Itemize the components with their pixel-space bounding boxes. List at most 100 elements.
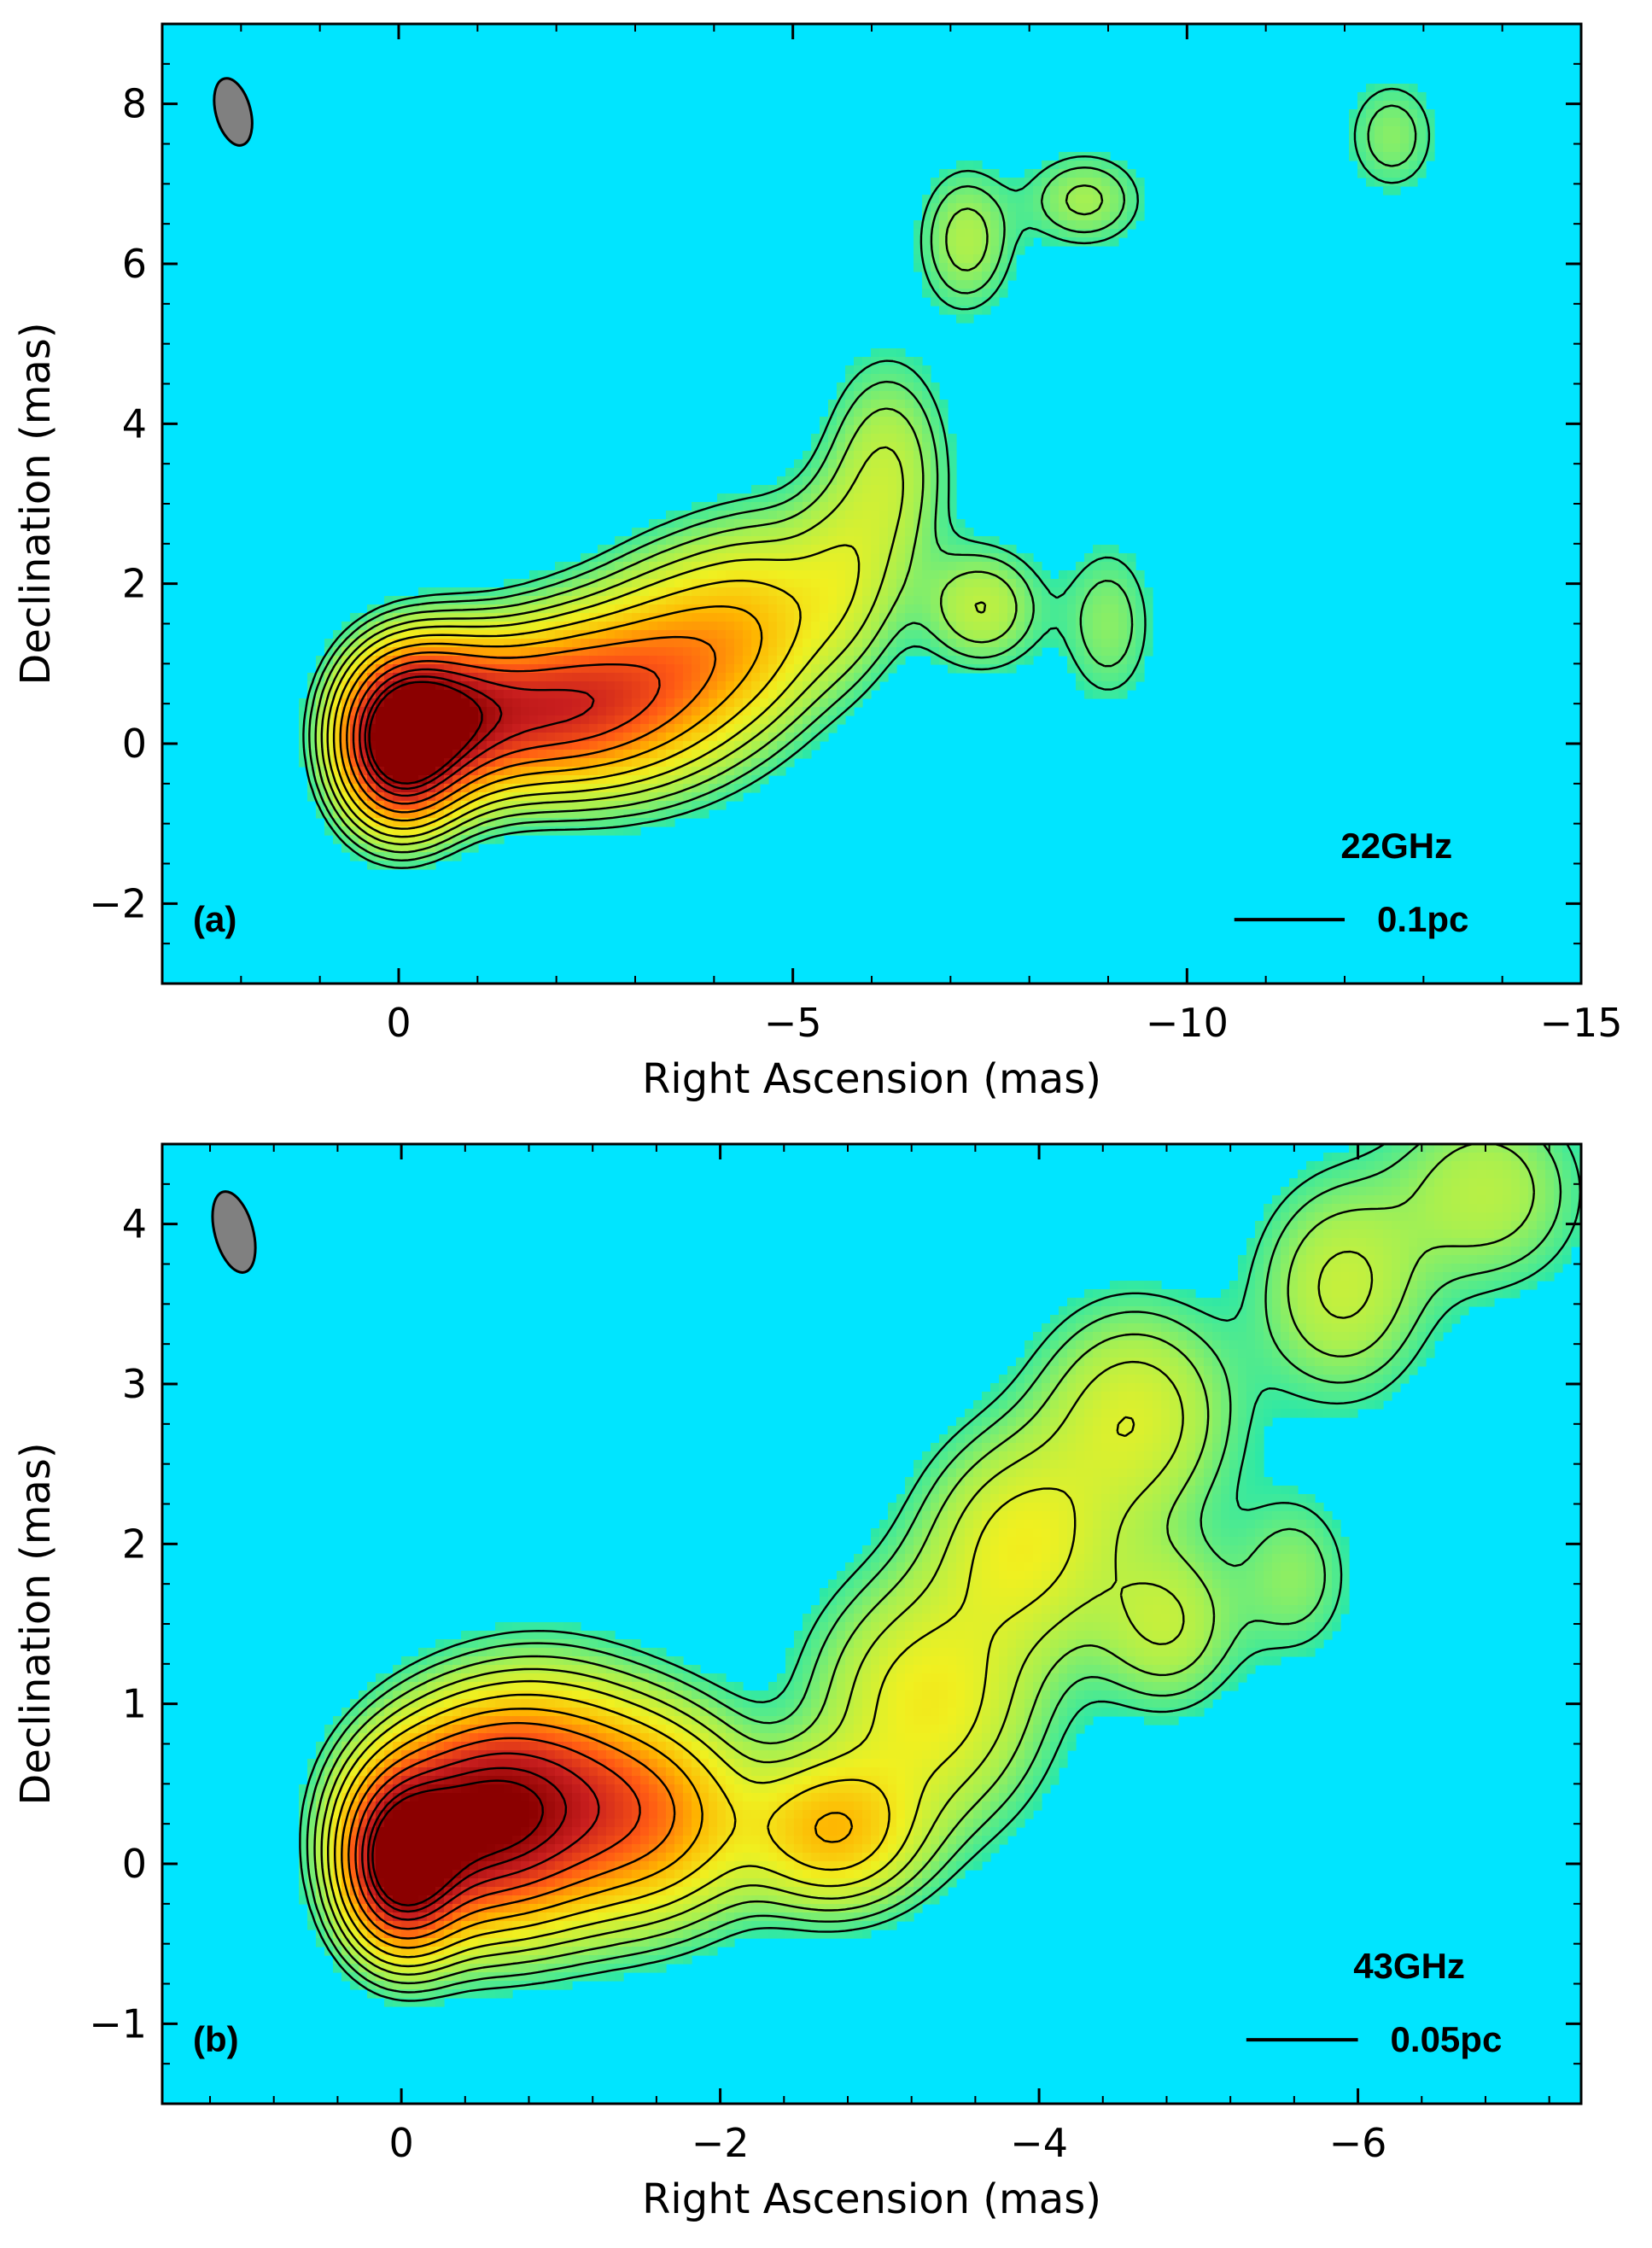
intensity-cell (1357, 109, 1367, 119)
intensity-cell (862, 374, 872, 383)
intensity-cell (1101, 630, 1111, 639)
intensity-cell (427, 758, 436, 768)
intensity-cell (922, 579, 931, 588)
intensity-cell (1434, 1247, 1444, 1256)
intensity-cell (1067, 587, 1077, 597)
intensity-cell (384, 801, 394, 810)
intensity-cell (598, 579, 607, 588)
intensity-cell (435, 852, 445, 861)
intensity-cell (1264, 1264, 1273, 1273)
intensity-cell (1272, 1349, 1281, 1358)
intensity-cell (401, 758, 411, 768)
intensity-cell (512, 715, 522, 725)
intensity-cell (914, 485, 923, 494)
intensity-cell (1349, 1195, 1358, 1205)
intensity-cell (1392, 186, 1401, 196)
intensity-cell (1135, 1306, 1145, 1316)
intensity-cell (1110, 1298, 1119, 1307)
intensity-cell (1281, 1400, 1290, 1410)
intensity-cell (905, 468, 914, 477)
intensity-cell (1187, 1417, 1196, 1427)
intensity-cell (785, 630, 795, 639)
intensity-cell (376, 724, 385, 733)
intensity-cell (1477, 1247, 1486, 1256)
intensity-cell (1323, 1272, 1333, 1282)
intensity-cell (615, 587, 624, 597)
intensity-cell (1298, 1358, 1307, 1367)
intensity-cell (785, 604, 795, 614)
intensity-cell (854, 374, 863, 383)
intensity-cell (726, 587, 735, 597)
intensity-cell (879, 656, 889, 665)
intensity-cell (410, 801, 419, 810)
intensity-cell (896, 485, 906, 494)
intensity-cell (1024, 613, 1034, 622)
intensity-cell (922, 511, 931, 520)
intensity-cell (1400, 1349, 1410, 1358)
intensity-cell (1033, 1358, 1042, 1367)
intensity-cell (1007, 630, 1017, 639)
intensity-cell (1451, 1306, 1461, 1316)
intensity-cell (1187, 1383, 1196, 1393)
intensity-cell (1170, 1323, 1179, 1333)
intensity-cell (811, 622, 820, 631)
intensity-cell (341, 622, 351, 631)
intensity-cell (563, 664, 573, 674)
intensity-cell (1042, 186, 1051, 196)
intensity-cell (1144, 604, 1153, 614)
intensity-cell (640, 792, 650, 802)
intensity-cell (734, 715, 744, 725)
intensity-cell (461, 784, 470, 793)
intensity-cell (1409, 1178, 1418, 1188)
intensity-cell (1383, 92, 1392, 102)
intensity-cell (1494, 1144, 1503, 1153)
intensity-cell (1486, 1178, 1495, 1188)
intensity-cell (922, 263, 931, 272)
intensity-cell (1323, 1358, 1333, 1367)
intensity-cell (512, 784, 522, 793)
intensity-cell (1144, 639, 1153, 648)
intensity-cell (1221, 1383, 1230, 1393)
intensity-cell (444, 673, 453, 682)
intensity-cell (914, 579, 923, 588)
intensity-cell (1118, 1392, 1128, 1401)
intensity-cell (1264, 1409, 1273, 1418)
intensity-cell (666, 690, 675, 699)
intensity-cell (879, 459, 889, 469)
intensity-cell (452, 681, 462, 691)
intensity-cell (1281, 1315, 1290, 1324)
intensity-cell (1170, 1332, 1179, 1341)
intensity-cell (1264, 1400, 1273, 1410)
intensity-cell (1392, 1178, 1401, 1188)
intensity-cell (914, 237, 923, 247)
intensity-cell (896, 596, 906, 605)
intensity-cell (1127, 1366, 1136, 1375)
intensity-cell (1059, 1392, 1068, 1401)
intensity-cell (1059, 1349, 1068, 1358)
intensity-cell (1118, 622, 1128, 631)
intensity-cell (1059, 1383, 1068, 1393)
intensity-cell (948, 1451, 957, 1461)
intensity-cell (1059, 1443, 1068, 1452)
intensity-cell (581, 767, 590, 776)
intensity-cell (1229, 1400, 1239, 1410)
intensity-cell (1144, 1358, 1153, 1367)
intensity-cell (1084, 673, 1094, 682)
intensity-cell (598, 570, 607, 580)
intensity-cell (615, 750, 624, 759)
intensity-cell (1076, 596, 1085, 605)
intensity-cell (1101, 203, 1111, 213)
intensity-cell (956, 178, 966, 187)
intensity-cell (1443, 1204, 1452, 1213)
intensity-cell (367, 690, 377, 699)
intensity-cell (914, 468, 923, 477)
intensity-cell (1101, 1383, 1111, 1393)
intensity-cell (862, 639, 872, 648)
intensity-cell (1349, 1221, 1358, 1230)
intensity-cell (828, 459, 838, 469)
intensity-cell (896, 417, 906, 426)
intensity-cell (504, 809, 513, 819)
intensity-cell (828, 434, 838, 443)
intensity-cell (931, 545, 940, 554)
intensity-cell (521, 664, 530, 674)
